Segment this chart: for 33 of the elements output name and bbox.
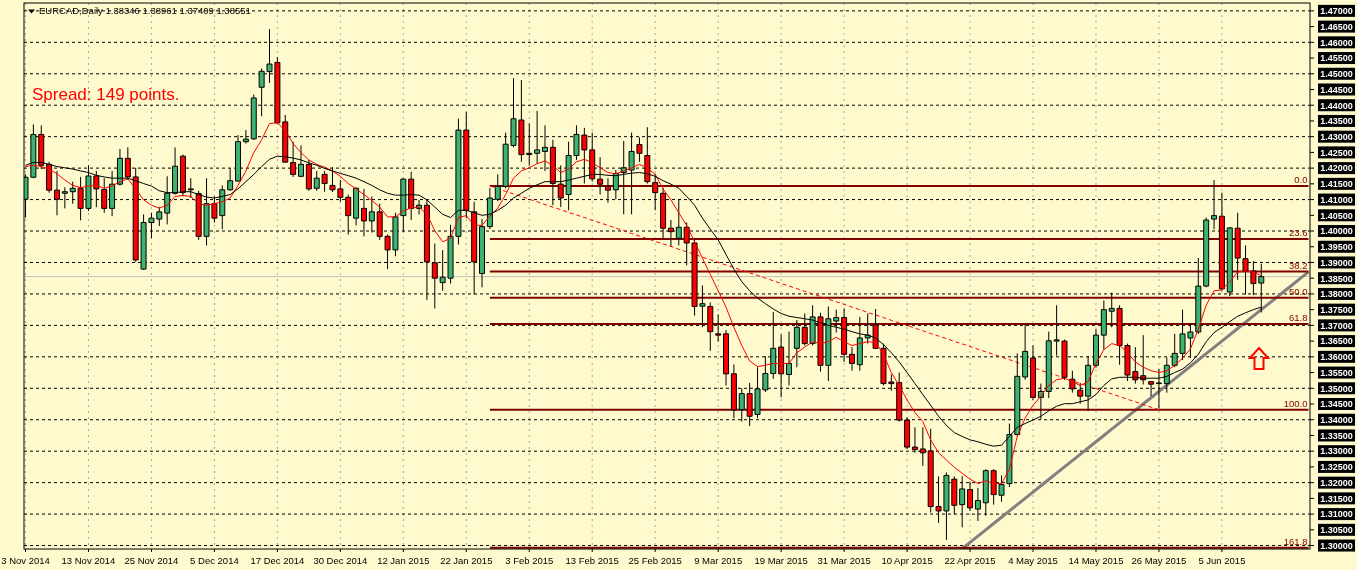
x-tick-label: 12 Jan 2015: [377, 555, 430, 566]
chart-title: EURCAD,Daily 1.38346 1.38961 1.37409 1.38551: [39, 5, 251, 16]
x-tick-label: 9 Mar 2015: [694, 555, 743, 566]
x-tick-label: 25 Feb 2015: [628, 555, 682, 566]
annotation: Spread: 149 points.: [32, 85, 180, 104]
x-tick-label: 5 Dec 2014: [190, 555, 239, 566]
series-label: 61.8: [1289, 312, 1308, 324]
x-tick-label: 5 Jun 2015: [1198, 555, 1246, 566]
series-label: 38.2: [1289, 259, 1308, 271]
x-tick-label: 26 May 2015: [1131, 555, 1187, 566]
x-tick-label: 3 Nov 2014: [1, 555, 50, 566]
x-tick-label: 13 Feb 2015: [565, 555, 619, 566]
x-tick-label: 31 Mar 2015: [817, 555, 871, 566]
x-tick-label: 3 Feb 2015: [505, 555, 554, 566]
x-tick-label: 22 Jan 2015: [440, 555, 493, 566]
series-label: 0.0: [1294, 174, 1308, 186]
line-series: [960, 270, 1310, 549]
x-tick-label: 30 Dec 2014: [313, 555, 368, 566]
candlestick: [187, 177, 194, 199]
candlestick: [1155, 368, 1162, 409]
series-label: 100.0: [1283, 397, 1308, 409]
x-tick-label: 22 Apr 2015: [944, 555, 996, 566]
x-tick-label: 25 Nov 2014: [124, 555, 179, 566]
x-tick-label: 14 May 2015: [1068, 555, 1124, 566]
x-tick-label: 17 Dec 2014: [250, 555, 305, 566]
x-tick-label: 4 May 2015: [1008, 555, 1058, 566]
x-tick-label: 13 Nov 2014: [61, 555, 116, 566]
series-label: 161.8: [1283, 535, 1308, 547]
candlestick: [46, 161, 53, 194]
series-label: 23.6: [1289, 226, 1308, 238]
x-tick-label: 10 Apr 2015: [881, 555, 933, 566]
x-tick-label: 19 Mar 2015: [754, 555, 808, 566]
series-label: 50.0: [1289, 285, 1308, 297]
